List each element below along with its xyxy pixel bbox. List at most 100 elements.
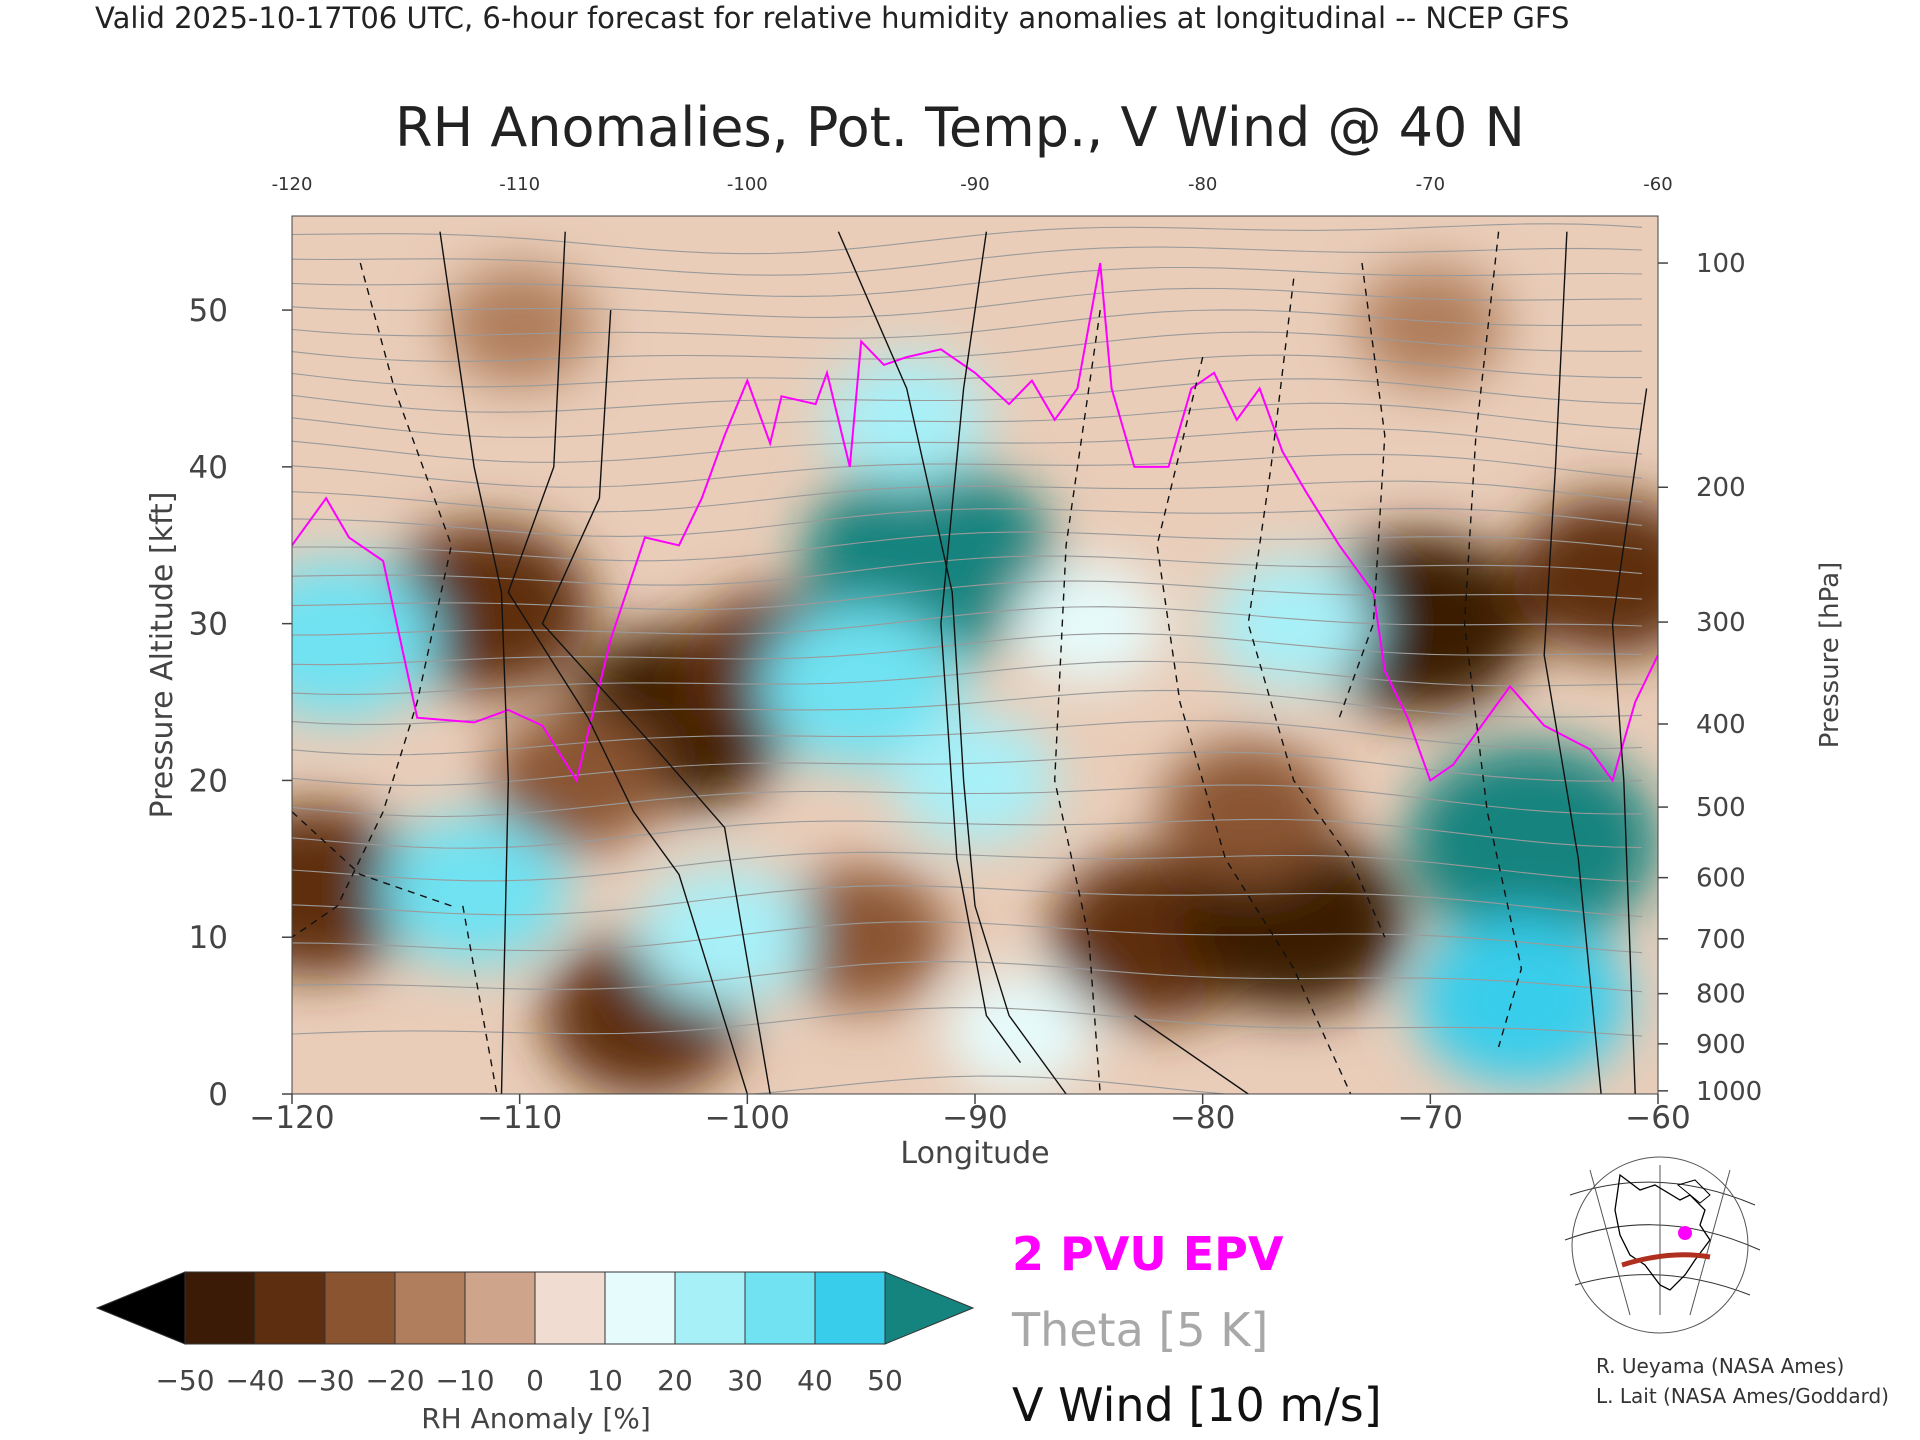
plot-area xyxy=(292,216,1658,1094)
theta-contour-13 xyxy=(292,606,1643,636)
colorbar-tick-label-10: 50 xyxy=(867,1364,903,1397)
pressure-tick-label-6: 700 xyxy=(1696,925,1746,955)
theta-contour-8 xyxy=(292,751,1643,786)
colorbar-segment-4 xyxy=(464,1271,536,1345)
chart-title: RH Anomalies, Pot. Temp., V Wind @ 40 N xyxy=(395,96,1525,159)
top-tick-label-6: -60 xyxy=(1643,174,1672,195)
v-wind-contour-15 xyxy=(292,811,452,907)
colorbar-tick-label-7: 20 xyxy=(657,1364,693,1397)
colorbar-under-arrow xyxy=(95,1271,186,1345)
theta-contour-16 xyxy=(292,531,1643,562)
theta-contours xyxy=(292,223,1643,1094)
colorbar-segment-5 xyxy=(534,1271,606,1345)
colorbar-tick-label-2: −30 xyxy=(295,1364,354,1397)
theta-contour-9 xyxy=(292,720,1643,756)
theta-contour-24 xyxy=(292,331,1643,362)
theta-contour-0 xyxy=(747,1075,1233,1094)
legend-epv: 2 PVU EPV xyxy=(1012,1227,1284,1281)
theta-contour-18 xyxy=(292,480,1643,513)
colorbar-tick-label-8: 30 xyxy=(727,1364,763,1397)
y-tick-label-1: 10 xyxy=(189,920,228,956)
rh-anomaly-blob-13 xyxy=(760,606,962,767)
rh-anomaly-blob-23 xyxy=(445,265,595,386)
v-wind-contour-13 xyxy=(1463,231,1523,1048)
rh-anomaly-blob-3 xyxy=(773,867,949,1008)
pressure-tick-label-3: 400 xyxy=(1696,710,1746,740)
theta-contour-14 xyxy=(292,580,1643,611)
theta-contour-15 xyxy=(292,555,1643,586)
rh-anomaly-blob-7 xyxy=(1305,533,1533,714)
epv-contours xyxy=(292,262,1658,783)
colorbar-label: RH Anomaly [%] xyxy=(421,1402,651,1435)
rh-anomaly-blob-19 xyxy=(1414,914,1629,1085)
theta-contour-4 xyxy=(292,885,1643,918)
theta-contour-29 xyxy=(292,223,1643,255)
colorbar-tick-label-4: −10 xyxy=(435,1364,494,1397)
colorbar-tick-label-3: −20 xyxy=(365,1364,424,1397)
x-tick-label-4: −80 xyxy=(1170,1100,1235,1136)
rh-anomaly-blob-9 xyxy=(292,805,422,976)
axes: −120 -120 −110 -110 −100 -100 −90 -90 −80 -80 −70 -… xyxy=(189,174,1763,1136)
x-tick-label-1: −110 xyxy=(477,1100,562,1136)
v-wind-contour-6 xyxy=(1543,231,1602,1094)
y-tick-label-5: 50 xyxy=(189,293,228,329)
theta-contour-22 xyxy=(292,378,1643,413)
theta-contour-7 xyxy=(292,784,1643,818)
rh-anomaly-blob-21 xyxy=(292,559,439,720)
v-wind-contours xyxy=(292,231,1648,1094)
v-wind-contour-5 xyxy=(1134,1015,1249,1094)
rh-anomaly-blob-16 xyxy=(1014,563,1164,684)
top-tick-label-3: -90 xyxy=(960,174,989,195)
v-wind-contour-10 xyxy=(1156,356,1352,1094)
v-wind-contour-7 xyxy=(1611,388,1648,1094)
v-wind-contour-2 xyxy=(541,310,771,1094)
pressure-tick-label-8: 900 xyxy=(1696,1030,1746,1060)
theta-contour-10 xyxy=(292,689,1643,725)
theta-contour-19 xyxy=(292,453,1643,488)
colorbar-segment-9 xyxy=(814,1271,886,1345)
rh-anomaly-blob-8 xyxy=(1511,496,1658,657)
v-wind-contour-8 xyxy=(292,262,453,938)
x-axis-label: Longitude xyxy=(900,1136,1049,1171)
pressure-tick-label-0: 100 xyxy=(1696,249,1746,279)
epv-contour-main xyxy=(292,262,1658,783)
colorbar-tick-label-0: −50 xyxy=(155,1364,214,1397)
colorbar-tick-label-9: 40 xyxy=(797,1364,833,1397)
v-wind-contour-11 xyxy=(1247,278,1386,938)
theta-contour-25 xyxy=(292,309,1643,339)
colorbar-segment-0 xyxy=(184,1271,256,1345)
rh-anomaly-blob-15 xyxy=(894,715,1056,846)
rh-anomaly-blob-18 xyxy=(1406,743,1658,944)
top-tick-label-2: -100 xyxy=(727,174,768,195)
theta-contour-21 xyxy=(292,402,1643,438)
v-wind-contour-14 xyxy=(462,905,498,1094)
pressure-tick-label-2: 300 xyxy=(1696,608,1746,638)
v-wind-contour-9 xyxy=(1053,309,1101,1094)
pressure-tick-label-7: 800 xyxy=(1696,980,1746,1010)
x-tick-label-6: −60 xyxy=(1625,1100,1690,1136)
y-tick-label-0: 0 xyxy=(208,1077,228,1113)
colorbar-segment-1 xyxy=(254,1271,326,1345)
theta-contour-27 xyxy=(292,266,1643,297)
v-wind-contour-3 xyxy=(837,231,1067,1094)
colorbar-segment-2 xyxy=(324,1271,396,1345)
theta-contour-20 xyxy=(292,427,1643,463)
theta-contour-5 xyxy=(292,851,1643,883)
x-tick-label-0: −120 xyxy=(249,1100,334,1136)
rh-anomaly-blob-24 xyxy=(1355,265,1505,386)
top-tick-label-0: -120 xyxy=(272,174,313,195)
colorbar-tick-label-1: −40 xyxy=(225,1364,284,1397)
pressure-tick-label-4: 500 xyxy=(1696,793,1746,823)
theta-contour-28 xyxy=(292,246,1643,276)
credit-2: L. Lait (NASA Ames/Goddard) xyxy=(1596,1384,1889,1408)
legend-vwind: V Wind [10 m/s] xyxy=(1012,1378,1382,1432)
v-wind-contour-0 xyxy=(439,231,510,1094)
colorbar-segment-3 xyxy=(394,1271,466,1345)
y-tick-label-2: 20 xyxy=(189,763,228,799)
rh-anomaly-blob-20 xyxy=(380,815,569,966)
y-axis-label-right: Pressure [hPa] xyxy=(1815,562,1845,749)
pressure-tick-label-9: 1000 xyxy=(1696,1077,1762,1107)
colorbar-tick-label-6: 10 xyxy=(587,1364,623,1397)
x-tick-label-5: −70 xyxy=(1398,1100,1463,1136)
